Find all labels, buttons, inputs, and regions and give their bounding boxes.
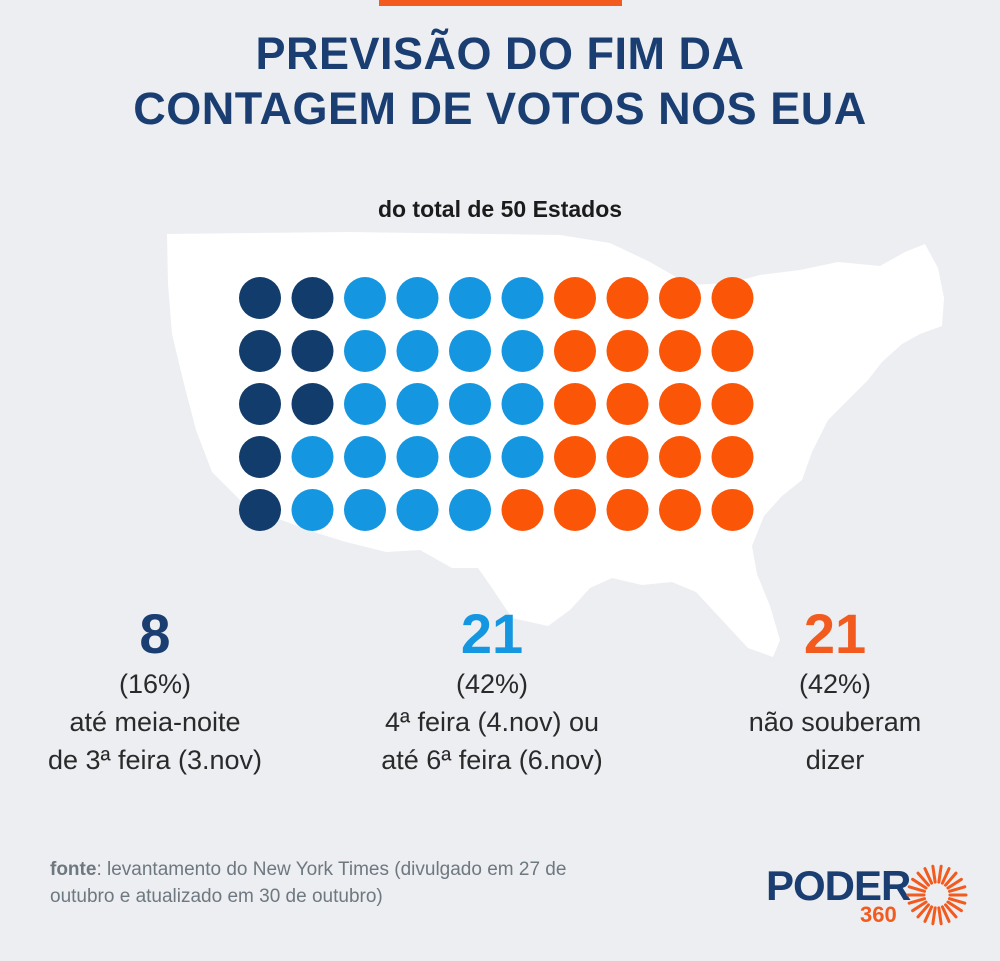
category-desc-line-2: de 3ª feira (3.nov) — [47, 745, 263, 775]
waffle-dot — [659, 489, 701, 531]
logo-word: PODER — [766, 862, 911, 909]
waffle-dot — [501, 277, 544, 319]
title-line-2: CONTAGEM DE VOTOS NOS EUA — [133, 83, 867, 134]
waffle-dot — [396, 277, 439, 319]
waffle-dot — [239, 330, 281, 372]
waffle-dot — [396, 489, 439, 531]
category-desc-line-2: até 6ª feira (6.nov) — [381, 745, 603, 775]
waffle-dot — [291, 489, 334, 531]
waffle-dots — [239, 277, 754, 531]
waffle-dot — [396, 330, 439, 372]
sunburst-icon — [906, 864, 968, 926]
subtitle: do total de 50 Estados — [377, 196, 623, 222]
waffle-dot — [711, 383, 754, 425]
sunburst-ray — [946, 877, 963, 890]
waffle-dot — [291, 383, 334, 425]
waffle-dot — [606, 489, 649, 531]
waffle-dot — [449, 330, 491, 372]
waffle-dot — [711, 277, 754, 319]
sunburst-ray — [916, 871, 930, 887]
waffle-dot — [606, 436, 649, 478]
waffle-dot — [554, 330, 596, 372]
category-desc-line-1: não souberam — [748, 707, 922, 737]
sunburst-ray — [937, 864, 943, 884]
sunburst-ray — [937, 906, 943, 926]
waffle-dot — [554, 383, 596, 425]
title-line-1: PREVISÃO DO FIM DA — [255, 28, 745, 79]
waffle-dot — [711, 330, 754, 372]
waffle-dot — [239, 383, 281, 425]
waffle-dot — [501, 383, 544, 425]
waffle-dot — [344, 436, 386, 478]
waffle-dot — [344, 277, 386, 319]
sunburst-ray — [940, 867, 951, 885]
waffle-dot — [606, 277, 649, 319]
waffle-dot — [344, 489, 386, 531]
waffle-dot — [554, 277, 596, 319]
poder360-logo: PODER 360 — [766, 864, 976, 934]
category-desc-line-1: até meia-noite — [69, 707, 241, 737]
sunburst-ray — [911, 900, 928, 913]
waffle-dot — [239, 436, 281, 478]
waffle-dot — [344, 330, 386, 372]
waffle-dot — [606, 330, 649, 372]
waffle-dot — [291, 277, 334, 319]
waffle-dot — [659, 277, 701, 319]
category-count: 21 — [803, 602, 867, 665]
sunburst-ray — [946, 900, 963, 913]
category-group-2: 21 (42%) 4ª feira (4.nov) ou até 6ª feir… — [332, 603, 652, 779]
waffle-dot — [659, 436, 701, 478]
category-count: 21 — [460, 602, 524, 665]
waffle-dot — [711, 436, 754, 478]
waffle-dot — [711, 489, 754, 531]
sunburst-ray — [931, 864, 937, 884]
waffle-dot — [554, 436, 596, 478]
page-title: PREVISÃO DO FIM DA CONTAGEM DE VOTOS NOS… — [0, 26, 1000, 136]
sunburst-ray — [907, 897, 927, 905]
sunburst-ray — [947, 885, 967, 893]
sunburst-ray — [931, 906, 937, 926]
category-percent: (42%) — [455, 669, 529, 699]
category-group-1: 8 (16%) até meia-noite de 3ª feira (3.no… — [0, 603, 310, 779]
waffle-dot — [449, 436, 491, 478]
sunburst-ray — [947, 897, 967, 905]
waffle-dot — [659, 383, 701, 425]
category-group-3: 21 (42%) não souberam dizer — [680, 603, 990, 779]
waffle-dot — [501, 436, 544, 478]
sunburst-ray — [923, 867, 934, 885]
waffle-dot — [659, 330, 701, 372]
category-desc-line-1: 4ª feira (4.nov) ou — [384, 707, 600, 737]
waffle-dot — [606, 383, 649, 425]
top-accent-bar — [379, 0, 622, 6]
source-note: fonte: levantamento do New York Times (d… — [50, 856, 610, 910]
waffle-dot — [396, 436, 439, 478]
sunburst-ray — [940, 905, 951, 923]
sunburst-ray — [907, 885, 927, 893]
waffle-dot — [554, 489, 596, 531]
category-percent: (16%) — [118, 669, 192, 699]
sunburst-ray — [944, 903, 958, 919]
waffle-dot — [239, 489, 281, 531]
waffle-dot — [449, 277, 491, 319]
sunburst-ray — [916, 903, 930, 919]
category-count: 8 — [139, 602, 171, 665]
category-desc-line-2: dizer — [805, 745, 865, 775]
waffle-dot — [501, 330, 544, 372]
source-text: : levantamento do New York Times (divulg… — [50, 859, 567, 907]
waffle-dot — [291, 330, 334, 372]
waffle-dot — [449, 489, 491, 531]
sunburst-ray — [911, 877, 928, 890]
sunburst-ray — [923, 905, 934, 923]
waffle-dot — [291, 436, 334, 478]
logo-number: 360 — [860, 902, 897, 927]
sunburst-ray — [944, 871, 958, 887]
waffle-dot — [344, 383, 386, 425]
source-label: fonte — [50, 859, 97, 880]
waffle-dot — [396, 383, 439, 425]
category-percent: (42%) — [798, 669, 872, 699]
waffle-dot — [501, 489, 544, 531]
waffle-dot — [239, 277, 281, 319]
waffle-dot — [449, 383, 491, 425]
